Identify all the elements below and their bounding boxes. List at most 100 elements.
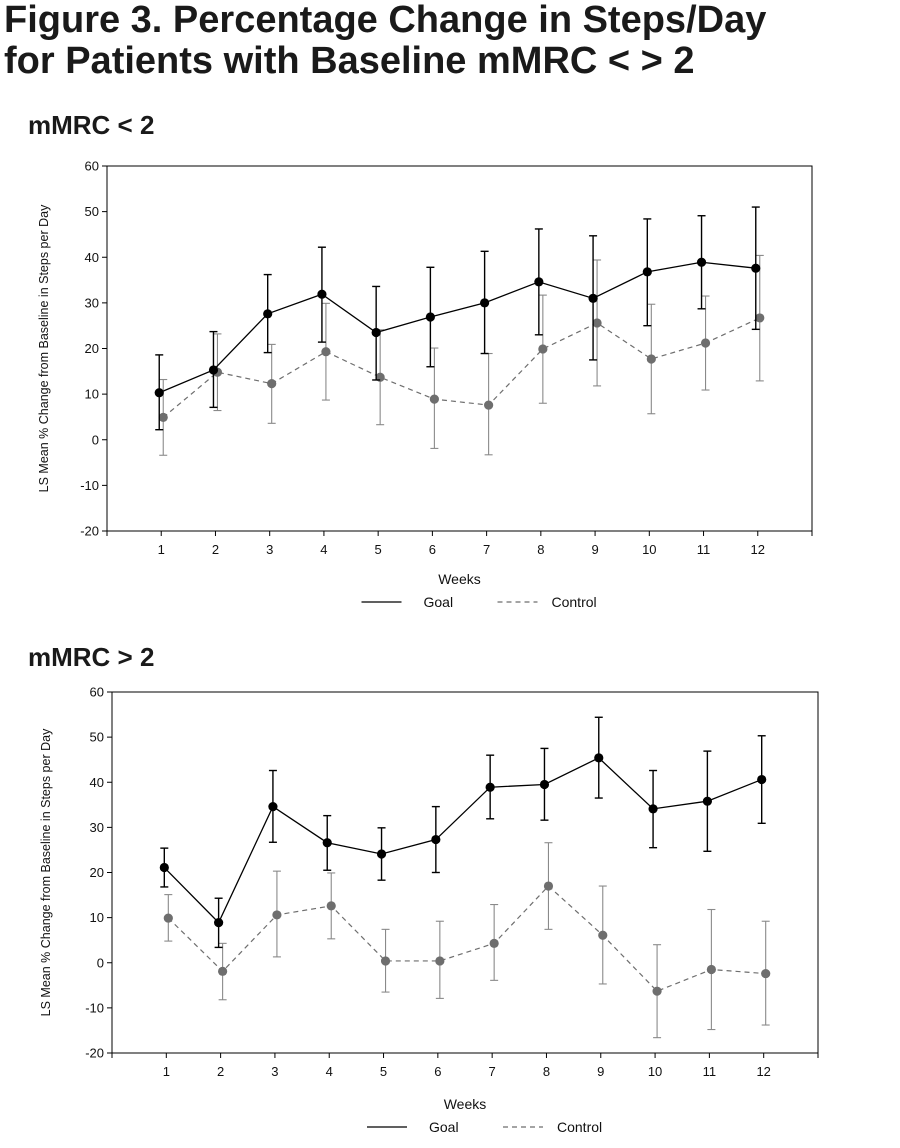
legend-goal-label: Goal [429, 1119, 459, 1135]
x-tick-label: 10 [648, 1064, 662, 1079]
control-point [326, 901, 336, 911]
y-axis-label: LS Mean % Change from Baseline in Steps … [37, 204, 51, 492]
goal-point [425, 312, 435, 322]
control-series-line [162, 317, 761, 418]
x-axis-label: Weeks [444, 1096, 487, 1112]
x-tick-label: 10 [642, 542, 656, 557]
control-point [267, 379, 277, 389]
goal-point [159, 862, 169, 873]
x-tick-label: 12 [756, 1064, 770, 1079]
x-tick-label: 8 [543, 1064, 550, 1079]
y-tick-label: 40 [90, 775, 104, 790]
goal-point [534, 277, 544, 287]
legend-goal-label: Goal [424, 594, 454, 610]
control-point [646, 354, 656, 364]
control-point [380, 956, 391, 966]
legend-control-label: Control [552, 594, 597, 610]
goal-point [376, 849, 387, 859]
x-tick-label: 5 [380, 1064, 387, 1079]
goal-point [317, 289, 327, 299]
goal-point [702, 796, 712, 806]
goal-point [751, 263, 761, 273]
control-point [761, 968, 771, 979]
goal-point [263, 309, 273, 319]
control-point [755, 313, 765, 323]
x-tick-label: 2 [217, 1064, 224, 1079]
control-point [592, 318, 602, 328]
x-tick-label: 9 [597, 1064, 604, 1079]
goal-series-line [158, 261, 756, 394]
goal-point [642, 267, 652, 277]
goal-point [322, 838, 332, 848]
goal-point [154, 388, 164, 398]
control-point [700, 338, 711, 348]
control-point [429, 394, 439, 404]
legend: Goal Control [367, 1119, 602, 1135]
control-point [706, 964, 716, 975]
control-point [598, 930, 608, 940]
x-tick-label: 1 [158, 542, 165, 557]
goal-point [594, 753, 604, 763]
control-point [163, 913, 173, 923]
y-tick-label: 10 [85, 387, 99, 402]
x-tick-label: 4 [320, 542, 327, 557]
x-tick-label: 11 [703, 1064, 717, 1079]
control-point [484, 400, 494, 410]
control-point [321, 347, 331, 357]
control-point [489, 938, 499, 948]
x-tick-label: 6 [429, 542, 436, 557]
goal-point [371, 327, 381, 338]
y-tick-label: 0 [97, 955, 104, 970]
goal-point [480, 298, 490, 308]
y-tick-label: -10 [85, 1000, 104, 1015]
control-point [652, 986, 662, 996]
goal-point [431, 834, 441, 845]
legend-control-label: Control [557, 1119, 602, 1135]
plot-frame [111, 691, 819, 1054]
x-tick-label: 9 [591, 542, 598, 557]
figure-title: Figure 3. Percentage Change in Steps/Day… [4, 0, 894, 82]
goal-point [588, 293, 598, 303]
plot-frame [106, 165, 813, 532]
goal-series-line [163, 757, 762, 924]
control-series-line [167, 885, 766, 992]
goal-point [539, 779, 550, 790]
y-tick-label: 50 [90, 730, 104, 745]
x-tick-label: 11 [697, 542, 711, 557]
y-tick-label: 40 [85, 250, 99, 265]
goal-point [696, 257, 707, 267]
control-point [218, 966, 228, 976]
x-tick-label: 3 [271, 1064, 278, 1079]
x-tick-label: 12 [751, 542, 765, 557]
x-tick-label: 6 [434, 1064, 441, 1079]
goal-point [485, 782, 495, 792]
control-point [435, 956, 445, 966]
goal-point [214, 917, 224, 928]
x-tick-label: 8 [537, 542, 544, 557]
x-tick-label: 5 [375, 542, 382, 557]
control-point [272, 910, 282, 920]
y-tick-label: -20 [80, 524, 99, 539]
y-tick-label: 20 [90, 865, 104, 880]
y-tick-label: -10 [80, 478, 99, 493]
y-tick-label: 20 [85, 341, 99, 356]
control-point [543, 881, 554, 891]
y-tick-label: 10 [90, 910, 104, 925]
goal-point [268, 802, 278, 812]
control-point [158, 412, 168, 422]
panel-title-mmrc-lt-2: mMRC < 2 [28, 110, 155, 140]
x-tick-label: 7 [483, 542, 490, 557]
figure-title-line-1: Figure 3. Percentage Change in Steps/Day [4, 0, 767, 41]
goal-point [757, 774, 767, 785]
y-tick-label: 60 [90, 685, 104, 700]
y-tick-label: 50 [85, 204, 99, 219]
x-tick-label: 3 [266, 542, 273, 557]
panel-title-mmrc-gt-2: mMRC > 2 [28, 642, 155, 672]
legend: Goal Control [361, 594, 597, 610]
y-tick-label: 0 [92, 432, 99, 447]
y-tick-label: 30 [90, 820, 104, 835]
x-tick-label: 4 [326, 1064, 333, 1079]
goal-point [208, 365, 219, 375]
